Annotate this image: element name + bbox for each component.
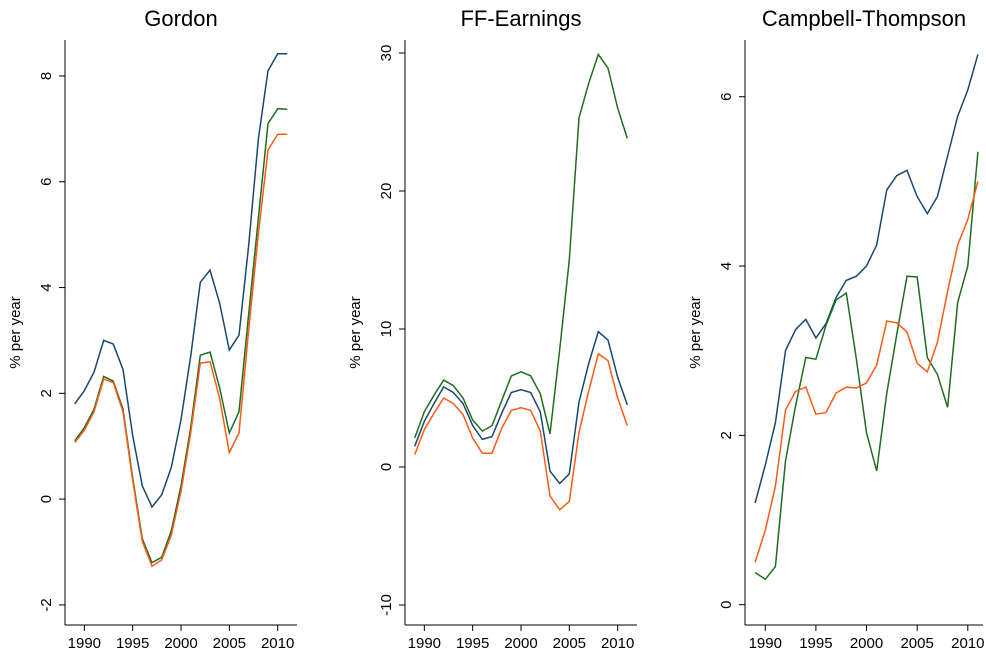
x-tick-label: 2000 <box>164 635 197 649</box>
x-tick-label: 2010 <box>951 635 984 649</box>
y-tick-label: 6 <box>718 93 735 101</box>
y-axis-label: % per year <box>687 296 704 369</box>
series-line <box>74 53 288 509</box>
x-tick-label: 2000 <box>504 635 537 649</box>
y-tick-label: 6 <box>38 178 55 186</box>
series-line <box>413 52 629 439</box>
x-tick-label: 1995 <box>456 635 489 649</box>
x-tick-label: 1995 <box>799 635 832 649</box>
y-tick-label: 0 <box>38 495 55 503</box>
x-tick-label: 2005 <box>900 635 933 649</box>
x-tick-label: 2000 <box>850 635 883 649</box>
x-tick-label: 2010 <box>601 635 634 649</box>
y-tick-label: 4 <box>718 262 735 270</box>
x-tick-label: 2005 <box>213 635 246 649</box>
chart-title: Gordon <box>144 6 217 31</box>
x-tick-label: 1990 <box>68 635 101 649</box>
y-tick-label: -10 <box>378 594 395 616</box>
series-line <box>754 181 979 563</box>
chart-title: FF-Earnings <box>460 6 581 31</box>
series-line <box>754 151 979 581</box>
x-tick-label: 2005 <box>553 635 586 649</box>
x-tick-label: 2010 <box>261 635 294 649</box>
y-tick-label: 2 <box>38 389 55 397</box>
y-tick-label: 0 <box>378 463 395 471</box>
y-tick-label: 10 <box>378 321 395 338</box>
series-line <box>74 133 288 568</box>
y-tick-label: -2 <box>38 598 55 611</box>
y-tick-label: 2 <box>718 431 735 439</box>
y-axis-label: % per year <box>7 296 24 369</box>
x-tick-label: 1990 <box>749 635 782 649</box>
x-tick-label: 1990 <box>408 635 441 649</box>
y-tick-label: 0 <box>718 601 735 609</box>
y-tick-label: 4 <box>38 283 55 291</box>
series-line <box>754 54 979 504</box>
series-line <box>414 352 629 511</box>
x-tick-label: 1995 <box>116 635 149 649</box>
y-axis-label: % per year <box>347 296 364 369</box>
chart-title: Campbell-Thompson <box>762 6 966 31</box>
y-tick-label: 30 <box>378 45 395 62</box>
y-tick-label: 8 <box>38 72 55 80</box>
y-tick-label: 20 <box>378 183 395 200</box>
series-line <box>414 330 629 485</box>
series-line <box>74 108 288 564</box>
